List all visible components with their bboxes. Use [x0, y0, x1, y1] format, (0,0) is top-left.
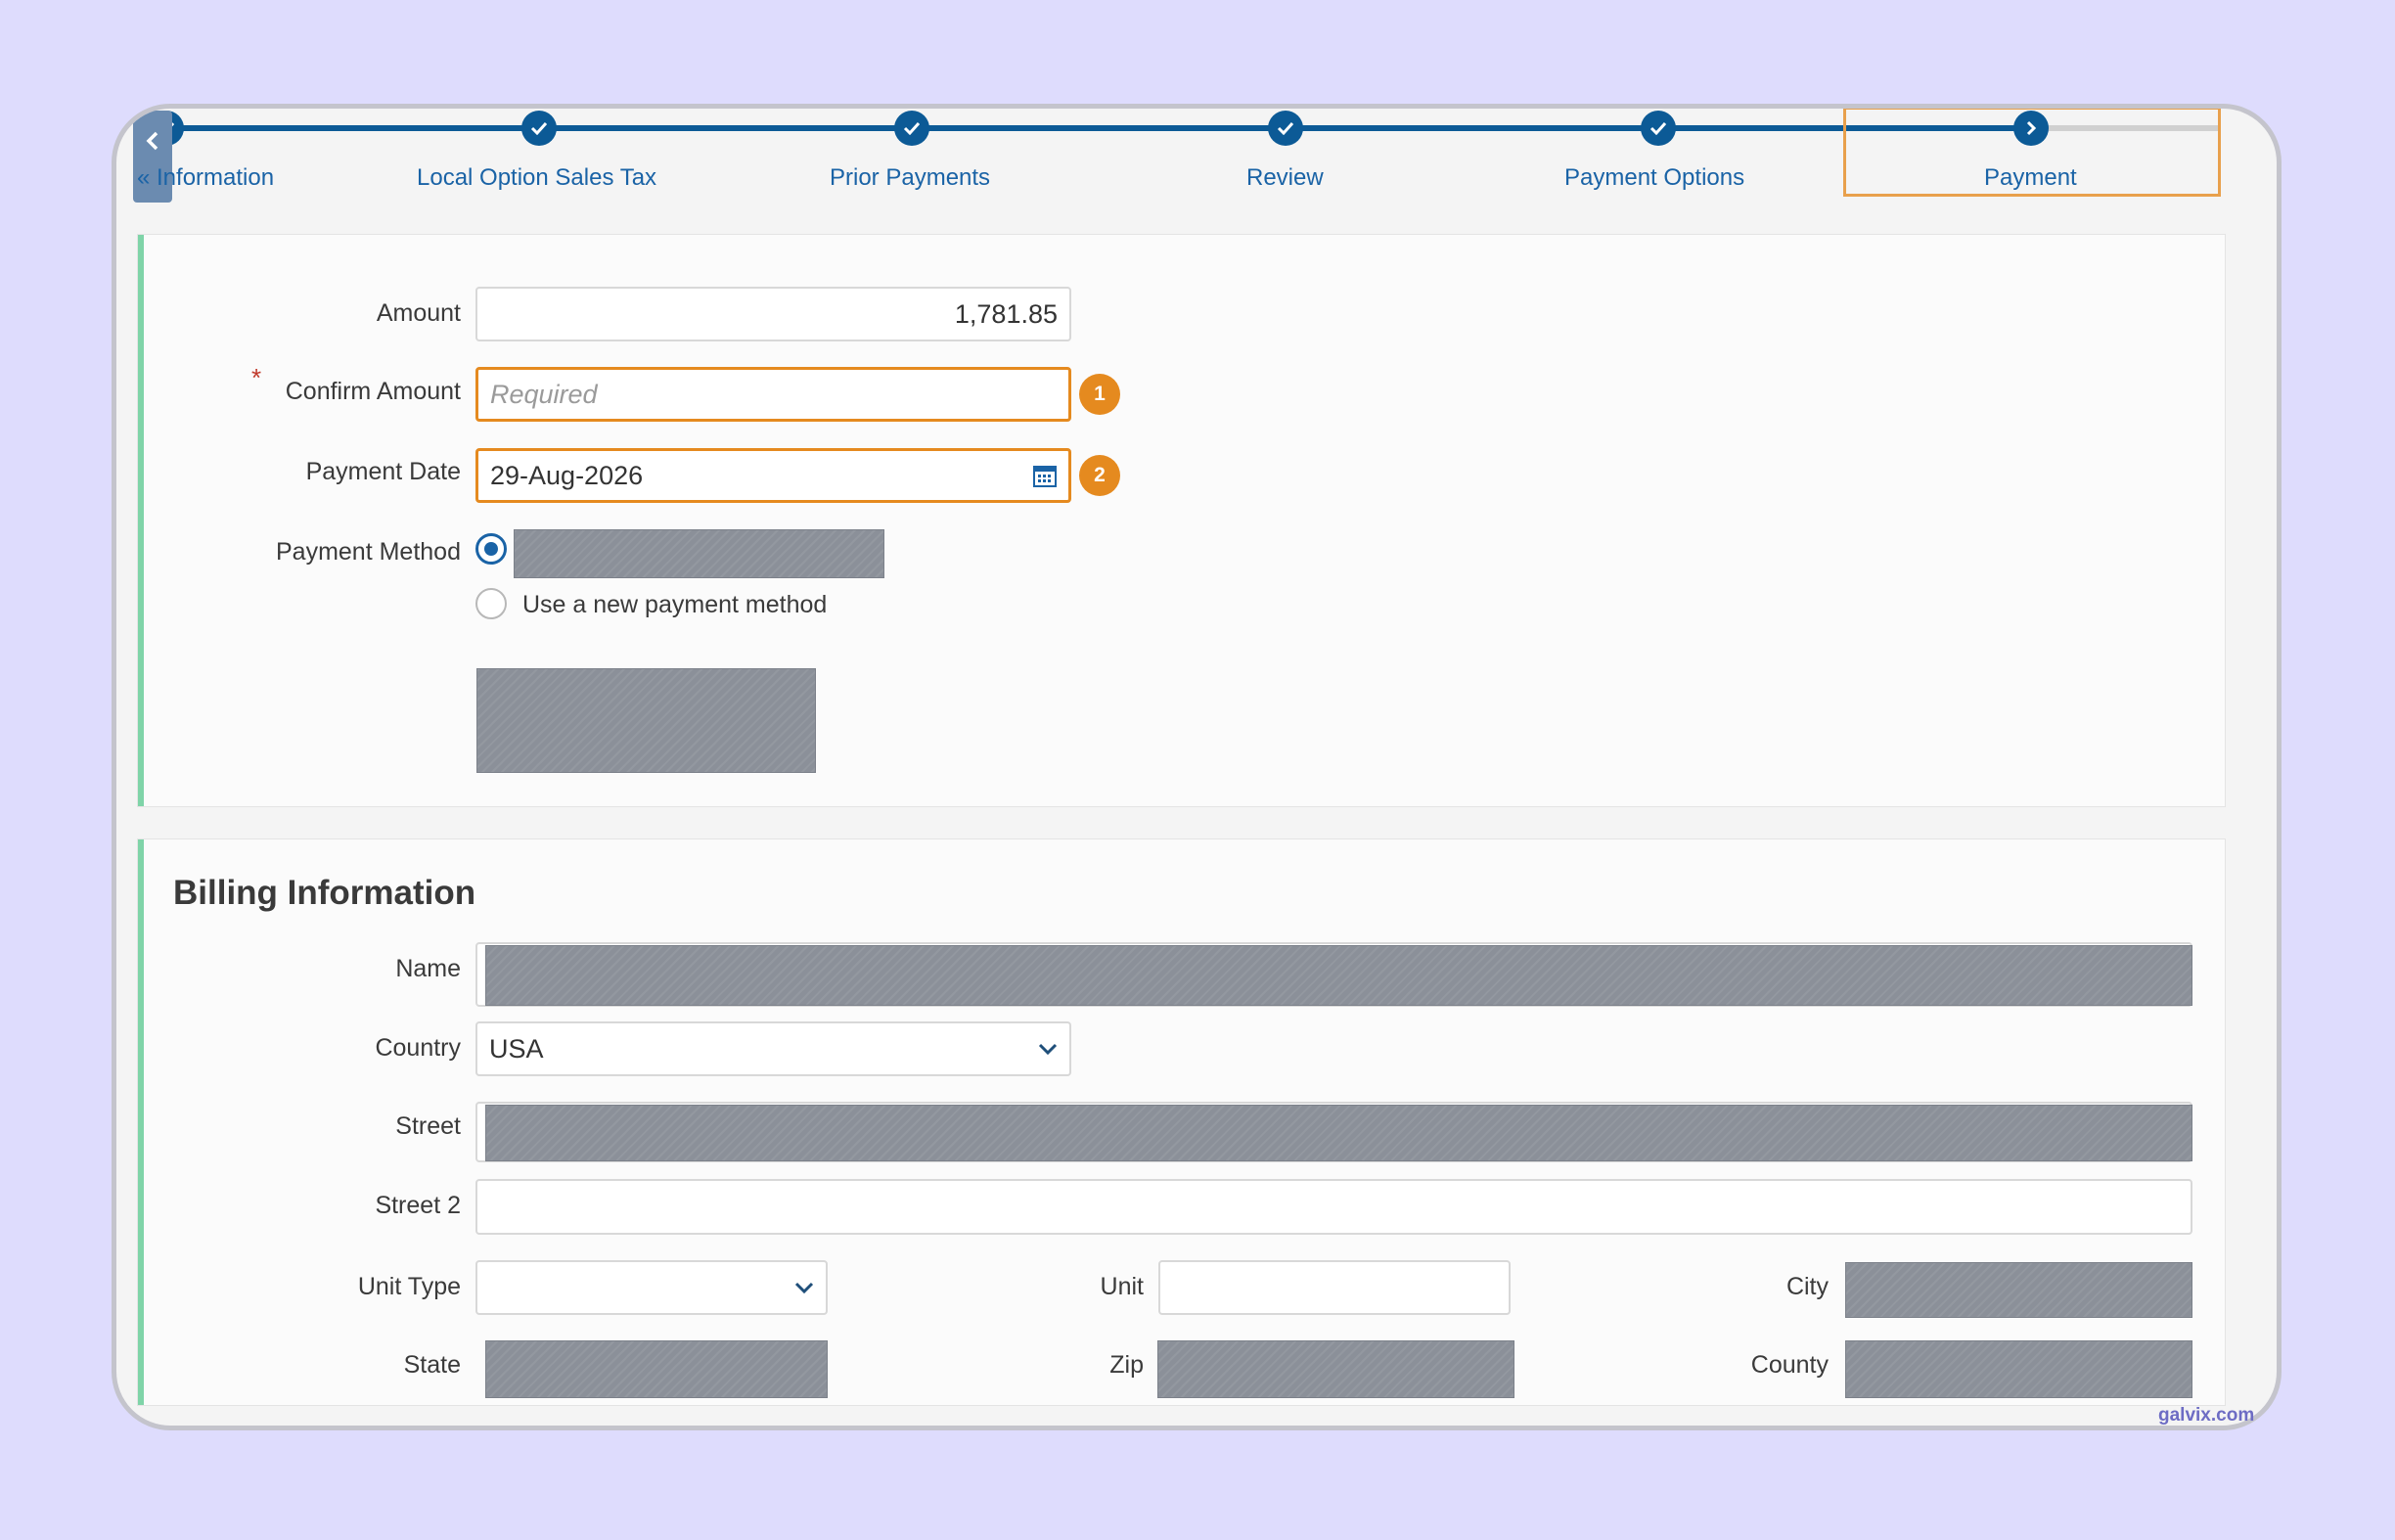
name-redacted [485, 945, 2192, 1006]
city-redacted[interactable] [1845, 1262, 2192, 1318]
progress-track [171, 125, 2025, 131]
country-select[interactable]: USA [475, 1021, 1071, 1076]
required-asterisk: * [251, 363, 262, 392]
country-label: Country [375, 1034, 461, 1062]
chevron-down-icon [1038, 1043, 1058, 1056]
confirm-amount-label: Confirm Amount [285, 378, 461, 405]
back-button[interactable] [133, 111, 172, 203]
step-label-review[interactable]: Review [1246, 164, 1324, 191]
county-redacted[interactable] [1845, 1340, 2192, 1398]
step-label-local-option-sales-tax[interactable]: Local Option Sales Tax [417, 164, 657, 191]
active-step-highlight [1843, 109, 2221, 197]
county-label: County [1750, 1351, 1829, 1379]
country-value: USA [489, 1033, 544, 1064]
payment-date-input[interactable]: 29-Aug-2026 [475, 448, 1071, 503]
calendar-icon[interactable] [1033, 464, 1057, 487]
confirm-amount-input[interactable]: Required [475, 367, 1071, 422]
unit-type-select[interactable] [475, 1260, 828, 1315]
name-label: Name [395, 955, 461, 982]
unit-type-label: Unit Type [357, 1273, 461, 1300]
step-label-payment[interactable]: Payment [1984, 164, 2077, 191]
step-label-information[interactable]: « Information [137, 164, 275, 191]
new-method-label[interactable]: Use a new payment method [522, 591, 828, 618]
step-badge-2: 2 [1079, 455, 1120, 496]
new-method-radio[interactable] [475, 588, 507, 619]
unit-input[interactable] [1158, 1260, 1511, 1315]
state-label: State [403, 1351, 461, 1379]
payment-method-label: Payment Method [276, 538, 461, 566]
step-label-prior-payments[interactable]: Prior Payments [830, 164, 991, 191]
step-5-check-icon[interactable] [1641, 111, 1676, 146]
payment-date-value: 29-Aug-2026 [490, 460, 644, 490]
section-accent-bar [138, 839, 144, 1405]
payment-details-redacted [476, 668, 816, 773]
saved-method-radio[interactable] [475, 533, 507, 565]
zip-label: Zip [1109, 1351, 1144, 1379]
step-4-check-icon[interactable] [1268, 111, 1303, 146]
payment-date-label: Payment Date [305, 458, 461, 485]
city-label: City [1785, 1273, 1829, 1300]
zip-redacted[interactable] [1157, 1340, 1514, 1398]
chevron-left-icon [146, 131, 158, 151]
section-accent-bar [138, 235, 144, 806]
amount-value: 1,781.85 [954, 298, 1058, 329]
unit-label: Unit [1100, 1273, 1144, 1300]
step-6-chevron-right-icon[interactable] [2013, 111, 2049, 146]
street-label: Street [395, 1112, 461, 1140]
billing-title: Billing Information [173, 874, 476, 912]
progress-track-remaining [2025, 125, 2221, 131]
chevron-down-icon [794, 1282, 814, 1294]
step-2-check-icon[interactable] [521, 111, 557, 146]
app-window: « Information Local Option Sales Tax Pri… [112, 104, 2282, 1430]
street2-input[interactable] [475, 1179, 2192, 1235]
amount-field: 1,781.85 [475, 287, 1071, 341]
amount-label: Amount [376, 299, 461, 327]
saved-method-redacted [514, 529, 884, 578]
step-badge-1: 1 [1079, 374, 1120, 415]
confirm-amount-placeholder: Required [490, 379, 598, 409]
street2-label: Street 2 [375, 1192, 461, 1219]
state-redacted[interactable] [485, 1340, 828, 1398]
street-redacted [485, 1105, 2192, 1161]
watermark: galvix.com [2158, 1405, 2255, 1426]
step-label-payment-options[interactable]: Payment Options [1564, 164, 1745, 191]
step-3-check-icon[interactable] [894, 111, 929, 146]
